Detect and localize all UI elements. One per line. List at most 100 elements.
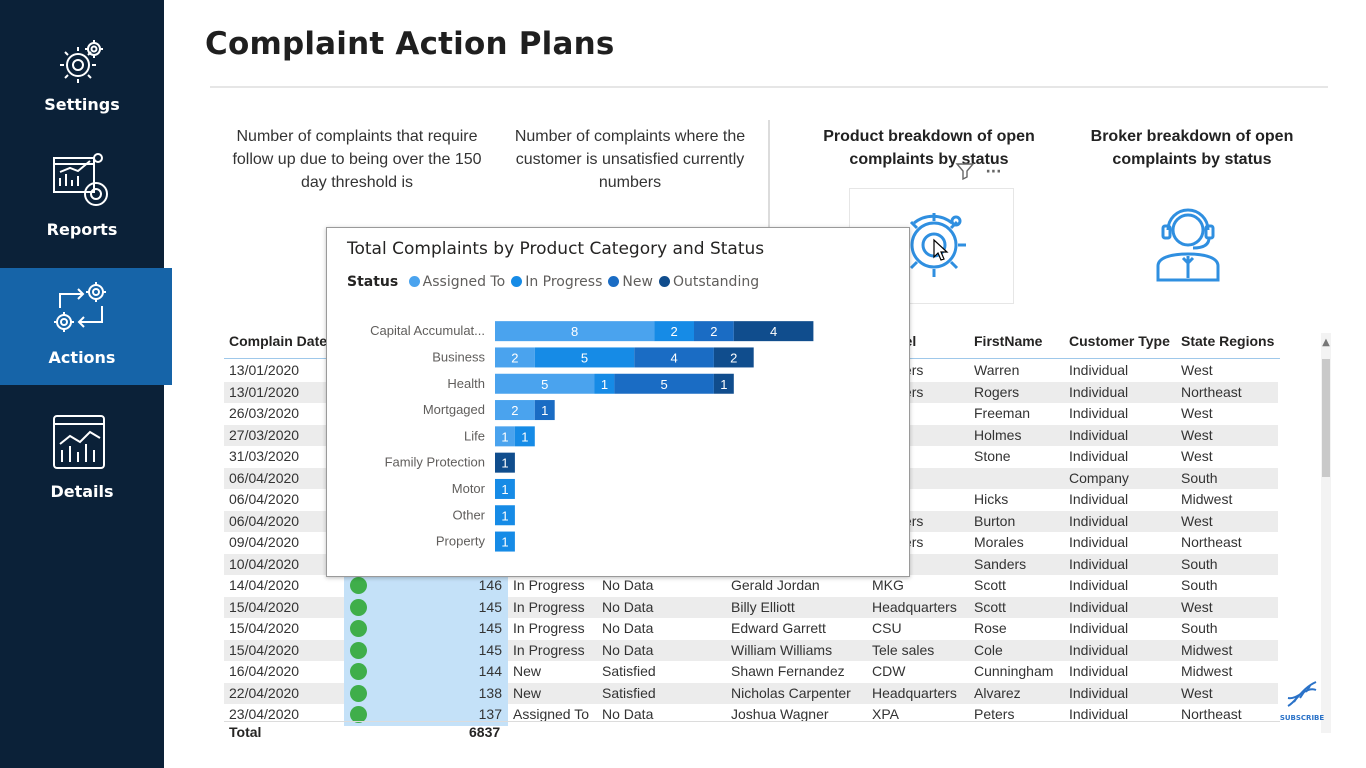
legend-title: Status — [347, 274, 399, 290]
bar-segment[interactable] — [594, 373, 615, 394]
bar-segment[interactable] — [614, 373, 714, 394]
bar-segment[interactable] — [514, 426, 535, 447]
cell-date: 31/03/2020 — [229, 448, 300, 464]
cell-region: Northeast — [1181, 706, 1242, 722]
cell-broker: Nicholas Carpenter — [731, 684, 851, 701]
days-open: 145 — [478, 641, 502, 658]
cell-date: 14/04/2020 — [229, 577, 300, 593]
cell-type: Individual — [1069, 641, 1129, 658]
bar-segment[interactable] — [495, 400, 535, 421]
table-row[interactable]: 145 15/04/2020 In Progress No Data Edward Ga… — [224, 618, 1278, 640]
bar-segment[interactable] — [733, 321, 814, 342]
category-tick-label: Other — [452, 507, 485, 522]
cell-broker: Joshua Wagner — [731, 706, 829, 722]
cell-region: Midwest — [1181, 491, 1233, 507]
bar-data-label: 5 — [541, 377, 548, 392]
table-row[interactable]: 137 23/04/2020 Assigned To No Data Joshua Wa… — [224, 704, 1278, 726]
subscribe-badge[interactable]: SUBSCRIBE — [1272, 676, 1332, 722]
bar-segment[interactable] — [495, 531, 515, 552]
nav-actions[interactable]: Actions — [0, 268, 172, 385]
table-row[interactable]: 145 15/04/2020 In Progress No Data Billy Ell… — [224, 596, 1278, 618]
table-row[interactable]: 145 15/04/2020 In Progress No Data William W… — [224, 639, 1278, 661]
table-row[interactable]: 138 22/04/2020 New Satisfied Nicholas Carpen… — [224, 682, 1278, 704]
followup-flag-cell: 145 — [344, 639, 508, 661]
nav-reports[interactable]: Reports — [0, 148, 172, 248]
cell-type: Individual — [1069, 620, 1129, 636]
col-state-regions[interactable]: State Regions — [1181, 333, 1275, 349]
cell-region: Northeast — [1181, 534, 1242, 550]
nav-settings[interactable]: Settings — [0, 28, 172, 128]
bar-segment[interactable] — [713, 373, 734, 394]
cell-satisfaction: No Data — [602, 706, 654, 722]
bar-segment[interactable] — [694, 321, 734, 342]
cell-first: Hicks — [974, 491, 1009, 507]
legend-item[interactable]: Assigned To — [408, 274, 506, 290]
unsatisfied-kpi-text: Number of complaints where the customer … — [514, 128, 746, 191]
subscribe-label: SUBSCRIBE — [1279, 714, 1325, 722]
visual-header-tools: ··· — [955, 162, 1002, 181]
bar-segment[interactable] — [495, 505, 515, 526]
cell-type: Individual — [1069, 362, 1129, 378]
legend-item[interactable]: In Progress — [511, 274, 602, 290]
cell-region: South — [1181, 555, 1218, 572]
legend-item[interactable]: New — [608, 274, 653, 290]
bar-segment[interactable] — [654, 321, 694, 342]
cell-date: 16/04/2020 — [229, 663, 300, 679]
category-tick-label: Mortgaged — [423, 402, 485, 417]
bar-data-label: 1 — [501, 429, 508, 444]
bar-data-label: 2 — [511, 350, 518, 365]
followup-flag-cell: 145 — [344, 618, 508, 640]
col-first-name[interactable]: FirstName — [974, 333, 1043, 349]
chart-title: Total Complaints by Product Category and… — [347, 239, 765, 259]
nav-actions-label: Actions — [48, 348, 116, 367]
category-tick-label: Family Protection — [385, 455, 485, 470]
product-breakdown-title: Product breakdown of open complaints by … — [823, 128, 1035, 168]
total-label: Total — [229, 724, 262, 740]
cell-date: 13/01/2020 — [229, 383, 300, 400]
bar-segment[interactable] — [534, 347, 635, 368]
cell-date: 15/04/2020 — [229, 598, 300, 615]
bar-segment[interactable] — [534, 400, 555, 421]
category-tick-label: Motor — [452, 481, 486, 496]
cell-broker: Edward Garrett — [731, 620, 826, 636]
bar-segment[interactable] — [495, 426, 515, 447]
cell-date: 27/03/2020 — [229, 426, 300, 443]
col-customer-type[interactable]: Customer Type — [1069, 333, 1170, 349]
nav-details[interactable]: Details — [0, 410, 172, 510]
more-options-icon[interactable]: ··· — [985, 164, 1002, 180]
bar-segment[interactable] — [495, 321, 655, 342]
col-complain-date[interactable]: Complain Date — [229, 333, 328, 349]
bar-data-label: 1 — [541, 403, 548, 418]
legend-item[interactable]: Outstanding — [658, 274, 759, 290]
table-row[interactable]: 146 14/04/2020 In Progress No Data Gerald Jo… — [224, 575, 1278, 597]
followup-flag-cell: 145 — [344, 596, 508, 618]
category-tick-label: Business — [432, 349, 485, 364]
scroll-up-icon[interactable]: ▲ — [1322, 337, 1330, 348]
bar-data-label: 8 — [571, 324, 578, 339]
cell-date: 26/03/2020 — [229, 405, 300, 421]
bar-segment[interactable] — [713, 347, 754, 368]
table-row[interactable]: 144 16/04/2020 New Satisfied Shawn Fernandez… — [224, 661, 1278, 683]
table-scrollbar[interactable] — [1321, 333, 1331, 733]
status-dot-icon — [350, 684, 367, 702]
cell-date: 06/04/2020 — [229, 512, 300, 529]
bar-segment[interactable] — [495, 347, 535, 368]
bar-segment[interactable] — [495, 452, 515, 473]
filter-icon[interactable] — [955, 162, 975, 181]
broker-headset-icon[interactable] — [1150, 200, 1226, 282]
bar-segment[interactable] — [495, 373, 595, 394]
cell-satisfaction: Satisfied — [602, 684, 656, 701]
bar-segment[interactable] — [634, 347, 714, 368]
cell-region: South — [1181, 469, 1218, 486]
bar-segment[interactable] — [495, 478, 515, 499]
cell-type: Individual — [1069, 706, 1129, 722]
cell-first: Rogers — [974, 383, 1020, 400]
cell-first: Freeman — [974, 405, 1031, 421]
status-dot-icon — [350, 620, 367, 637]
followup-kpi-text: Number of complaints that require follow… — [232, 128, 482, 191]
cell-type: Individual — [1069, 512, 1129, 529]
cell-first: Rose — [974, 620, 1007, 636]
legend-label: Assigned To — [422, 274, 506, 290]
bar-data-label: 2 — [511, 403, 518, 418]
scrollbar-thumb[interactable] — [1322, 359, 1330, 477]
